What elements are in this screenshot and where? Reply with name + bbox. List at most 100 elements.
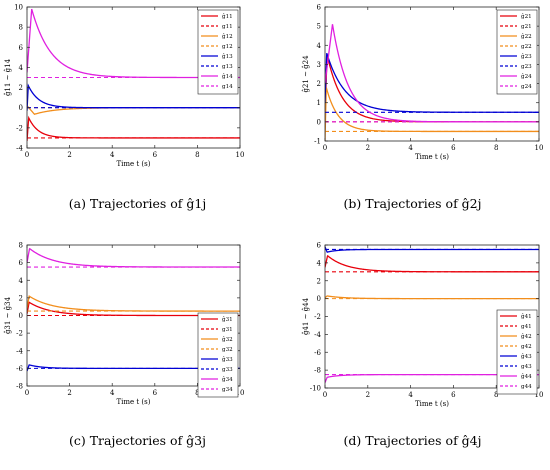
x-axis-label: Time t (s) <box>116 160 150 168</box>
legend-label: g24 <box>521 84 532 90</box>
series-line-ĝ14 <box>27 8 240 79</box>
legend-label: g12 <box>222 44 233 50</box>
legend-label: g44 <box>521 384 532 390</box>
y-tick-label: 3 <box>317 61 321 69</box>
x-tick-label: 2 <box>67 151 71 159</box>
chart-panel-a: 0 2 4 6 8 10 -4 -2 0 2 4 6 8 10 Time t (s) ĝ11 ~ ĝ14 ĝ11… <box>4 4 244 169</box>
legend: ĝ31 g31 ĝ32 g32 ĝ33 g33 ĝ34 g34 <box>197 312 239 398</box>
y-tick-label: -2 <box>16 330 23 338</box>
x-axis-label: Time t (s) <box>116 398 150 406</box>
y-tick-label: 1 <box>317 99 321 107</box>
legend-label: ĝ13 <box>222 53 233 60</box>
y-tick-label: 4 <box>19 64 24 72</box>
legend: ĝ41 g41 ĝ42 g42 ĝ43 g43 ĝ44 g44 <box>496 309 538 395</box>
y-tick-label: 6 <box>317 242 322 250</box>
x-tick-label: 0 <box>323 144 327 152</box>
y-tick-label: 0 <box>19 104 23 112</box>
legend-label: g31 <box>222 327 233 333</box>
series-line-ĝ32 <box>27 295 240 312</box>
y-tick-label: -2 <box>314 313 321 321</box>
legend-label: ĝ23 <box>521 53 532 60</box>
x-tick-label: 10 <box>236 151 245 159</box>
x-tick-label: 8 <box>494 144 498 152</box>
legend-frame <box>496 309 538 395</box>
y-tick-label: 6 <box>19 259 24 267</box>
legend-label: g34 <box>222 387 233 393</box>
x-tick-label: 6 <box>451 144 456 152</box>
x-tick-label: 0 <box>25 151 29 159</box>
legend-label: ĝ31 <box>222 316 233 323</box>
chart-panel-c: 0 2 4 6 8 10 -8 -6 -4 -2 0 2 4 6 8 Time t (s) ĝ31 ~ ĝ34 ĝ… <box>4 242 244 407</box>
x-tick-label: 4 <box>110 389 115 397</box>
y-tick-label: -6 <box>16 365 23 373</box>
y-tick-label: 10 <box>14 4 23 12</box>
x-axis-label: Time t (s) <box>415 153 449 161</box>
legend: ĝ11 g11 ĝ12 g12 ĝ13 g13 ĝ14 g14 <box>197 9 239 95</box>
y-tick-label: 0 <box>317 295 321 303</box>
x-tick-label: 2 <box>366 144 370 152</box>
legend-label: ĝ24 <box>521 73 532 80</box>
legend-frame <box>197 312 239 398</box>
legend-label: ĝ43 <box>521 353 532 360</box>
x-tick-label: 6 <box>153 151 158 159</box>
y-tick-label: -8 <box>16 383 23 391</box>
y-tick-label: 8 <box>19 242 23 250</box>
legend: ĝ21 g21 ĝ22 g22 ĝ23 g23 ĝ24 g24 <box>496 9 538 95</box>
y-tick-label: 5 <box>317 23 321 31</box>
series-line-ĝ41 <box>325 254 539 273</box>
x-tick-label: 4 <box>408 391 413 399</box>
y-tick-label: 4 <box>19 277 24 285</box>
y-tick-label: 2 <box>317 80 321 88</box>
y-tick-label: -1 <box>314 138 321 146</box>
legend-label: g11 <box>222 24 233 30</box>
y-tick-label: 4 <box>317 259 322 267</box>
y-tick-label: 2 <box>19 294 23 302</box>
y-axis-label: ĝ21 ~ ĝ24 <box>302 55 310 93</box>
x-tick-label: 10 <box>236 389 245 397</box>
y-axis-label: ĝ41 ~ ĝ44 <box>302 297 310 335</box>
y-tick-label: 6 <box>317 4 322 12</box>
legend-label: ĝ12 <box>222 33 233 40</box>
y-tick-label: -6 <box>314 349 321 357</box>
legend-label: ĝ34 <box>222 376 233 383</box>
x-tick-label: 10 <box>535 391 544 399</box>
x-tick-label: 8 <box>195 151 199 159</box>
x-tick-label: 8 <box>494 391 498 399</box>
series-line-ĝ23 <box>325 52 539 113</box>
legend-frame <box>496 9 538 95</box>
legend-label: g43 <box>521 364 532 370</box>
legend-label: g13 <box>222 64 233 70</box>
legend-label: g41 <box>521 324 532 330</box>
caption-d: (d) Trajectories of ĝ4j <box>343 433 482 448</box>
x-tick-label: 0 <box>323 391 327 399</box>
legend-label: g42 <box>521 344 532 350</box>
x-tick-label: 8 <box>195 389 199 397</box>
y-tick-label: 2 <box>317 277 321 285</box>
x-tick-label: 0 <box>25 389 29 397</box>
x-tick-label: 2 <box>67 389 71 397</box>
legend-label: ĝ22 <box>521 33 532 40</box>
series-line-ĝ34 <box>27 247 240 268</box>
y-tick-label: 8 <box>19 24 23 32</box>
legend-frame <box>197 9 239 95</box>
y-tick-label: 6 <box>19 44 24 52</box>
y-axis-label: ĝ11 ~ ĝ14 <box>4 58 12 96</box>
legend-label: ĝ44 <box>521 373 532 380</box>
plot-area-frame <box>26 6 241 149</box>
x-tick-label: 4 <box>408 144 413 152</box>
caption-a: (a) Trajectories of ĝ1j <box>68 196 207 211</box>
x-tick-label: 2 <box>366 391 370 399</box>
y-tick-label: -10 <box>310 385 321 393</box>
legend-label: ĝ14 <box>222 73 233 80</box>
legend-label: ĝ32 <box>222 336 233 343</box>
y-tick-label: -4 <box>16 347 23 355</box>
legend-label: g21 <box>521 24 532 30</box>
legend-label: g33 <box>222 367 233 373</box>
series-line-ĝ24 <box>325 24 539 123</box>
legend-label: ĝ33 <box>222 356 233 363</box>
caption-c: (c) Trajectories of ĝ3j <box>68 433 207 448</box>
y-tick-label: 0 <box>317 118 321 126</box>
plot-area-frame <box>324 6 540 142</box>
